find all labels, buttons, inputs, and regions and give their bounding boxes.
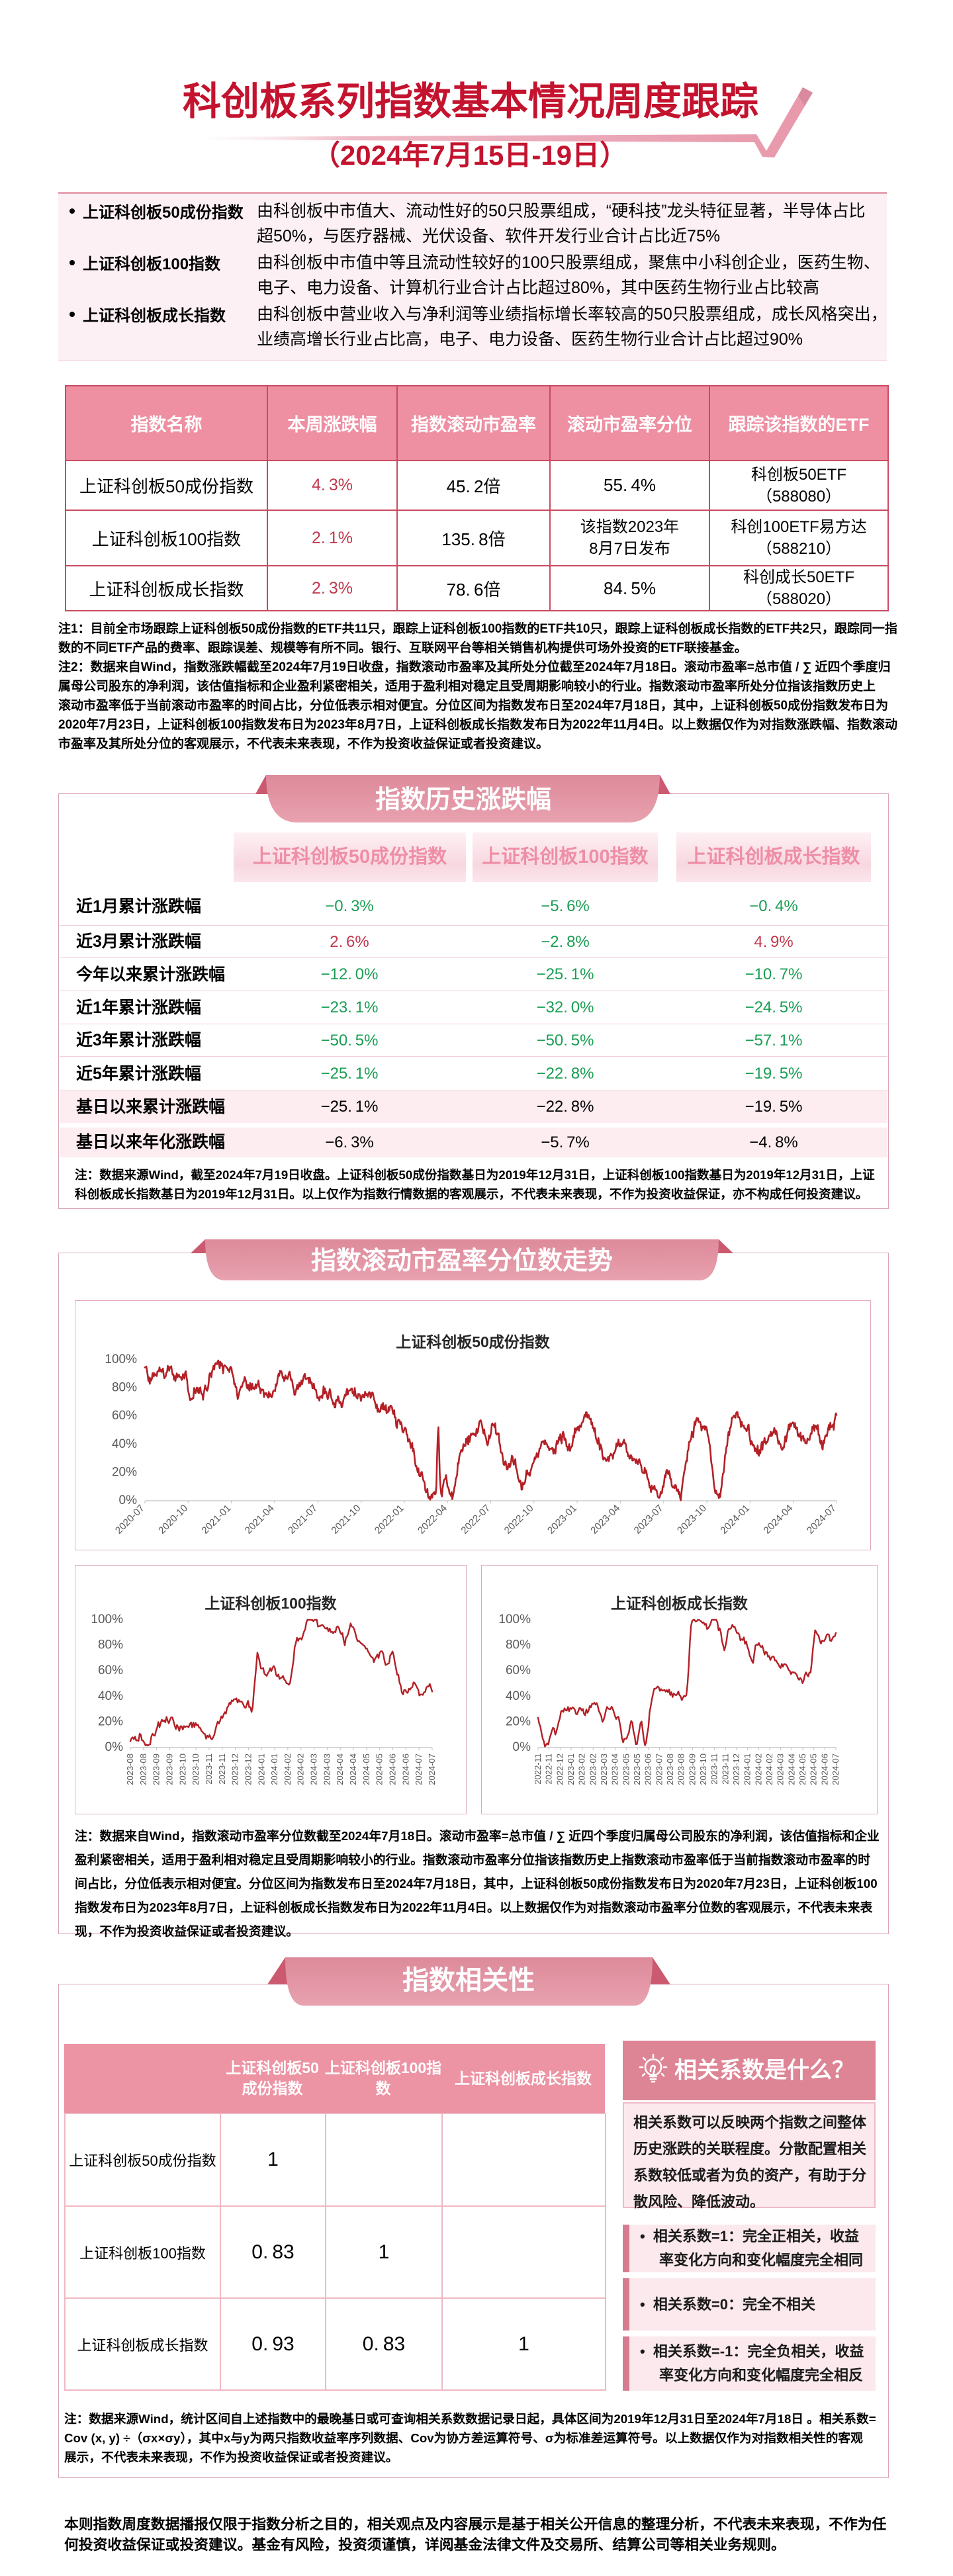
svg-text:2023-09: 2023-09 <box>687 1754 697 1785</box>
svg-text:2021-01: 2021-01 <box>199 1503 233 1536</box>
svg-text:2024-02: 2024-02 <box>283 1754 293 1785</box>
svg-text:2024-02: 2024-02 <box>764 1754 774 1785</box>
svg-text:2024-07: 2024-07 <box>427 1754 437 1785</box>
svg-text:2024-07: 2024-07 <box>831 1754 840 1785</box>
svg-text:2023-02: 2023-02 <box>588 1754 598 1785</box>
svg-text:80%: 80% <box>112 1381 137 1395</box>
svg-text:2024-03: 2024-03 <box>776 1754 786 1785</box>
svg-text:20%: 20% <box>98 1714 123 1728</box>
svg-text:2023-10: 2023-10 <box>191 1754 201 1785</box>
svg-text:指数相关性: 指数相关性 <box>402 1966 535 1995</box>
svg-text:2021-07: 2021-07 <box>286 1503 320 1536</box>
svg-text:2023-09: 2023-09 <box>165 1754 175 1785</box>
svg-text:2024-01: 2024-01 <box>718 1503 752 1536</box>
svg-text:2023-08: 2023-08 <box>125 1754 135 1785</box>
svg-text:40%: 40% <box>112 1437 137 1451</box>
svg-text:20%: 20% <box>112 1465 137 1479</box>
svg-text:0%: 0% <box>105 1740 124 1754</box>
svg-text:2024-06: 2024-06 <box>819 1754 829 1785</box>
svg-text:2024-05: 2024-05 <box>797 1754 807 1785</box>
svg-text:2023-12: 2023-12 <box>230 1754 240 1785</box>
svg-text:2023-03: 2023-03 <box>599 1754 609 1785</box>
svg-text:2024-01: 2024-01 <box>743 1754 752 1785</box>
svg-text:2023-05: 2023-05 <box>632 1754 642 1785</box>
svg-text:2022-01: 2022-01 <box>373 1503 406 1536</box>
svg-text:2024-03: 2024-03 <box>322 1754 332 1785</box>
svg-text:2024-06: 2024-06 <box>388 1754 398 1785</box>
svg-text:2022-10: 2022-10 <box>502 1503 536 1536</box>
svg-text:2024-07: 2024-07 <box>414 1754 424 1785</box>
svg-text:2022-04: 2022-04 <box>416 1503 449 1536</box>
svg-text:2024-05: 2024-05 <box>361 1754 371 1785</box>
svg-text:60%: 60% <box>98 1664 123 1677</box>
svg-text:指数滚动市盈率分位数走势: 指数滚动市盈率分位数走势 <box>311 1247 613 1275</box>
svg-text:2023-10: 2023-10 <box>698 1754 708 1785</box>
svg-text:2023-11: 2023-11 <box>720 1754 730 1785</box>
svg-text:2023-07: 2023-07 <box>632 1503 666 1536</box>
svg-text:2024-06: 2024-06 <box>400 1754 410 1785</box>
svg-text:2023-04: 2023-04 <box>588 1503 622 1536</box>
svg-text:2023-09: 2023-09 <box>152 1754 161 1785</box>
svg-text:2023-11: 2023-11 <box>217 1754 227 1785</box>
svg-text:2023-01: 2023-01 <box>545 1503 579 1536</box>
svg-text:2024-04: 2024-04 <box>762 1503 795 1536</box>
svg-text:指数历史涨跌幅: 指数历史涨跌幅 <box>375 786 551 814</box>
svg-text:80%: 80% <box>506 1638 531 1652</box>
svg-text:20%: 20% <box>506 1714 531 1728</box>
svg-text:2020-10: 2020-10 <box>156 1503 190 1536</box>
svg-text:2024-04: 2024-04 <box>335 1754 345 1785</box>
svg-text:2023-11: 2023-11 <box>204 1754 214 1785</box>
svg-text:2021-10: 2021-10 <box>329 1503 363 1536</box>
svg-text:40%: 40% <box>98 1689 123 1703</box>
svg-text:2023-01: 2023-01 <box>566 1754 576 1785</box>
svg-text:2024-04: 2024-04 <box>348 1754 358 1785</box>
svg-text:2023-02: 2023-02 <box>577 1754 587 1785</box>
svg-text:2024-01: 2024-01 <box>269 1754 279 1785</box>
svg-text:2022-11: 2022-11 <box>533 1754 543 1785</box>
svg-text:0%: 0% <box>513 1740 531 1754</box>
svg-text:2024-02: 2024-02 <box>296 1754 306 1785</box>
svg-text:60%: 60% <box>506 1664 531 1677</box>
svg-text:80%: 80% <box>98 1638 123 1652</box>
svg-text:2023-08: 2023-08 <box>138 1754 148 1785</box>
svg-text:2022-12: 2022-12 <box>555 1754 565 1785</box>
svg-text:60%: 60% <box>112 1409 137 1423</box>
svg-text:40%: 40% <box>506 1689 531 1703</box>
svg-text:2021-04: 2021-04 <box>243 1503 277 1536</box>
svg-text:2024-04: 2024-04 <box>786 1754 796 1785</box>
svg-text:2023-06: 2023-06 <box>643 1754 653 1785</box>
svg-text:2024-01: 2024-01 <box>256 1754 266 1785</box>
svg-text:2024-03: 2024-03 <box>309 1754 319 1785</box>
svg-text:2024-07: 2024-07 <box>805 1503 839 1536</box>
svg-text:100%: 100% <box>105 1353 137 1366</box>
svg-text:2023-08: 2023-08 <box>665 1754 675 1785</box>
svg-text:2024-02: 2024-02 <box>753 1754 763 1785</box>
svg-text:2023-12: 2023-12 <box>243 1754 253 1785</box>
svg-text:2023-07: 2023-07 <box>654 1754 664 1785</box>
svg-text:2023-08: 2023-08 <box>676 1754 686 1785</box>
svg-text:2022-07: 2022-07 <box>459 1503 492 1536</box>
svg-text:2023-04: 2023-04 <box>610 1754 620 1785</box>
svg-text:100%: 100% <box>498 1613 531 1626</box>
svg-text:100%: 100% <box>91 1613 123 1626</box>
svg-text:0%: 0% <box>119 1493 138 1507</box>
svg-text:2020-07: 2020-07 <box>113 1503 147 1536</box>
svg-text:2023-12: 2023-12 <box>731 1754 741 1785</box>
svg-text:2024-05: 2024-05 <box>809 1754 819 1785</box>
svg-text:2023-10: 2023-10 <box>177 1754 187 1785</box>
svg-text:2023-11: 2023-11 <box>709 1754 719 1785</box>
svg-text:2023-05: 2023-05 <box>621 1754 631 1785</box>
svg-text:2022-11: 2022-11 <box>544 1754 554 1785</box>
svg-text:2024-05: 2024-05 <box>375 1754 385 1785</box>
svg-text:2023-10: 2023-10 <box>675 1503 709 1536</box>
